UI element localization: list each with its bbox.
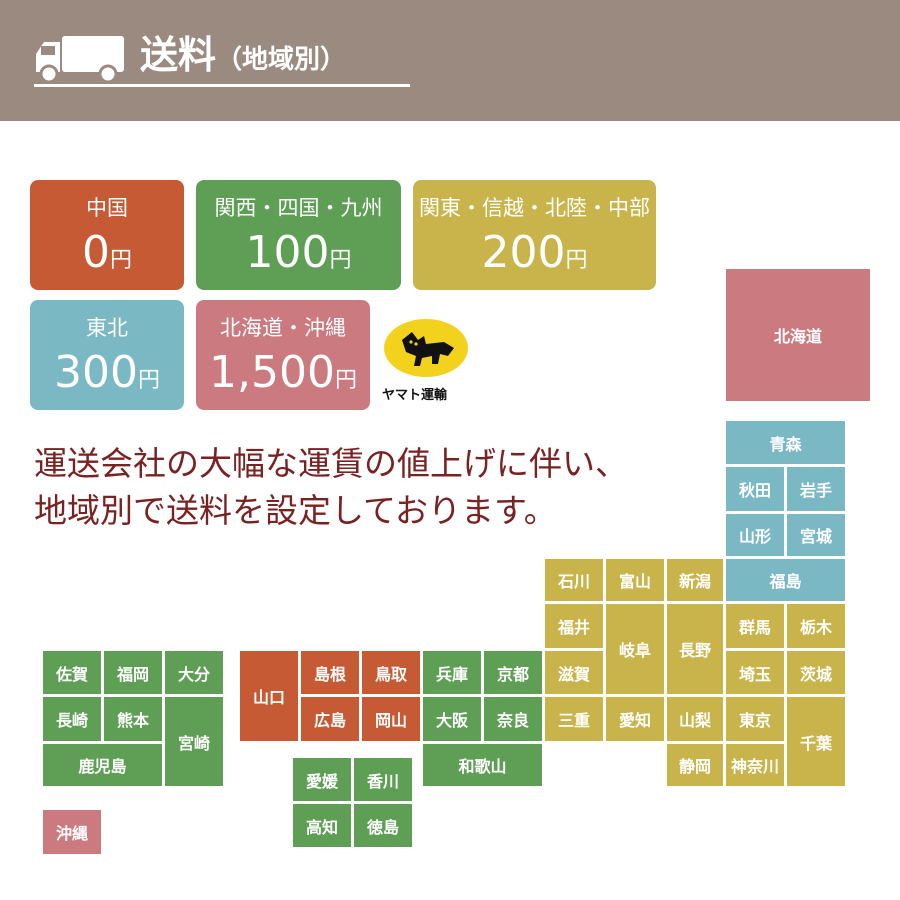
pref-saga: 佐賀 [43, 651, 101, 694]
pref-yamaguchi: 山口 [240, 651, 298, 741]
pref-saitama: 埼玉 [726, 651, 784, 694]
pref-ibaraki: 茨城 [787, 651, 845, 694]
price-box-hokkaido-okinawa: 北海道・沖縄 1,500円 [196, 300, 370, 410]
pref-kanagawa: 神奈川 [726, 744, 784, 786]
price-region: 関西・四国・九州 [214, 196, 383, 220]
pref-fukushima: 福島 [726, 559, 845, 601]
price-box-kanto: 関東・信越・北陸・中部 200円 [413, 180, 656, 290]
yamato-logo-text: ヤマト運輸 [382, 388, 448, 403]
pref-fukui: 福井 [545, 604, 603, 648]
pref-chiba: 千葉 [787, 697, 845, 786]
pref-kumamoto: 熊本 [104, 697, 162, 741]
price-region: 東北 [86, 316, 128, 340]
price-amount: 100円 [245, 227, 352, 278]
pref-osaka: 大阪 [423, 697, 481, 741]
price-region: 北海道・沖縄 [220, 316, 346, 340]
pref-aichi: 愛知 [606, 697, 664, 741]
pref-shimane: 島根 [301, 651, 359, 694]
title-underline [34, 84, 410, 87]
price-amount: 1,500円 [209, 347, 357, 398]
pref-shiga: 滋賀 [545, 651, 603, 694]
pref-fukuoka: 福岡 [104, 651, 162, 694]
pref-mie: 三重 [545, 697, 603, 741]
pref-hyogo: 兵庫 [423, 651, 481, 694]
pref-oita: 大分 [165, 651, 223, 694]
pref-ishikawa: 石川 [545, 559, 603, 601]
page-title: 送料（地域別） [140, 33, 347, 77]
yamato-cat-logo-icon [384, 319, 468, 377]
yamato-logo: ヤマト運輸 [382, 318, 470, 403]
pref-wakayama: 和歌山 [423, 744, 542, 786]
pref-akita: 秋田 [726, 467, 784, 511]
pref-tochigi: 栃木 [787, 604, 845, 648]
price-amount: 0円 [81, 227, 132, 278]
price-amount: 300円 [54, 347, 160, 398]
pref-tottori: 鳥取 [362, 651, 420, 694]
pref-yamagata: 山形 [726, 514, 784, 556]
pref-hiroshima: 広島 [301, 697, 359, 741]
pref-okinawa: 沖縄 [43, 810, 101, 854]
notice-line-2: 地域別で送料を設定しております。 [34, 491, 557, 530]
price-region: 中国 [86, 196, 128, 220]
price-box-kansai: 関西・四国・九州 100円 [196, 180, 401, 290]
pref-aomori: 青森 [726, 421, 845, 464]
pref-ehime: 愛媛 [293, 758, 351, 801]
pref-niigata: 新潟 [667, 559, 723, 601]
price-amount: 200円 [481, 227, 588, 278]
pref-tokushima: 徳島 [354, 804, 412, 847]
pref-iwate: 岩手 [787, 467, 845, 511]
price-box-chugoku: 中国 0円 [30, 180, 184, 290]
pref-hokkaido: 北海道 [726, 269, 870, 401]
price-region: 関東・信越・北陸・中部 [419, 196, 650, 220]
page-subtitle: （地域別） [216, 45, 347, 75]
pref-okayama: 岡山 [362, 697, 420, 741]
pref-miyazaki: 宮崎 [165, 697, 223, 786]
pref-shizuoka: 静岡 [667, 744, 723, 786]
pref-toyama: 富山 [606, 559, 664, 601]
pref-kochi: 高知 [293, 804, 351, 847]
pref-nagano: 長野 [667, 604, 723, 694]
page-header: 送料（地域別） [0, 0, 900, 121]
truck-icon [36, 36, 124, 84]
notice-message: 運送会社の大幅な運賃の値上げに伴い、 地域別で送料を設定しております。 [34, 440, 628, 534]
pref-yamanashi: 山梨 [667, 697, 723, 741]
pref-kagawa: 香川 [354, 758, 412, 801]
pref-nagasaki: 長崎 [43, 697, 101, 741]
pref-gifu: 岐阜 [606, 604, 664, 694]
price-box-tohoku: 東北 300円 [30, 300, 184, 410]
pref-kagoshima: 鹿児島 [43, 744, 162, 786]
pref-nara: 奈良 [484, 697, 542, 741]
pref-miyagi: 宮城 [787, 514, 845, 556]
pref-kyoto: 京都 [484, 651, 542, 694]
notice-line-1: 運送会社の大幅な運賃の値上げに伴い、 [34, 444, 628, 483]
pref-gunma: 群馬 [726, 604, 784, 648]
pref-tokyo: 東京 [726, 697, 784, 741]
